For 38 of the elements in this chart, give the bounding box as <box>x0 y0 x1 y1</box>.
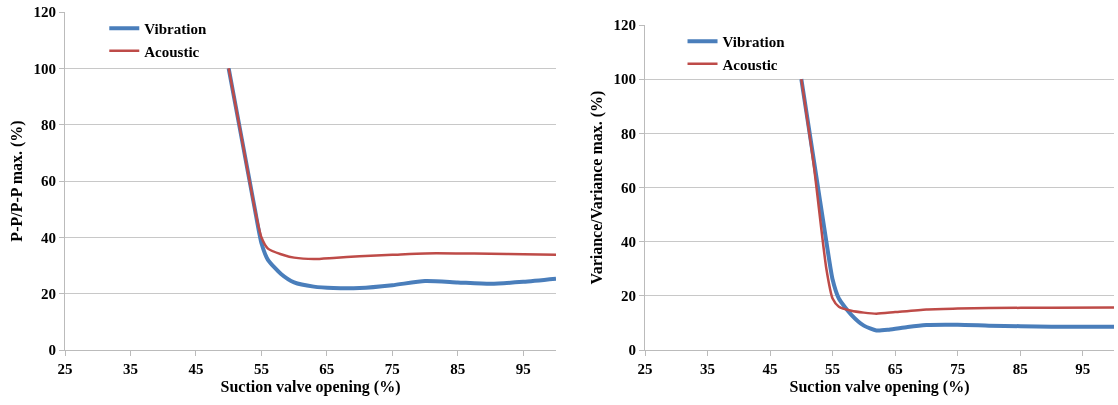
y-tick-label: 20 <box>621 288 636 305</box>
y-tick-label: 40 <box>41 229 56 246</box>
x-tick-label: 75 <box>950 361 966 377</box>
x-tick-label: 45 <box>188 361 204 377</box>
x-tick-label: 65 <box>887 361 903 377</box>
y-tick-label: 60 <box>41 173 56 190</box>
x-tick-label: 75 <box>384 361 400 377</box>
x-tick-label: 55 <box>825 361 841 377</box>
y-tick-label: 100 <box>613 71 636 88</box>
x-tick-label: 45 <box>762 361 778 377</box>
y-axis-title: P-P/P-P max. (%) <box>8 120 27 242</box>
x-tick-label: 55 <box>253 361 269 377</box>
x-tick-label: 85 <box>450 361 466 377</box>
x-tick-label: 65 <box>319 361 335 377</box>
y-tick-label: 120 <box>33 4 56 21</box>
y-tick-label: 100 <box>33 60 56 77</box>
x-tick-label: 25 <box>637 361 653 377</box>
legend-label: Vibration <box>144 21 207 38</box>
x-tick-label: 35 <box>700 361 716 377</box>
y-tick-label: 60 <box>621 179 636 196</box>
y-axis-title: Variance/Variance max. (%) <box>588 90 607 285</box>
y-tick-label: 80 <box>621 125 636 142</box>
x-tick-label: 25 <box>57 361 73 377</box>
legend-label: Acoustic <box>722 56 778 73</box>
y-tick-label: 20 <box>41 285 56 302</box>
y-tick-label: 0 <box>48 342 56 359</box>
x-axis-title: Suction valve opening (%) <box>220 377 401 396</box>
x-axis-title: Suction valve opening (%) <box>789 377 970 396</box>
y-tick-label: 40 <box>621 233 636 250</box>
legend-label: Acoustic <box>144 43 200 60</box>
x-tick-label: 95 <box>515 361 531 377</box>
x-tick-label: 35 <box>122 361 138 377</box>
y-tick-label: 120 <box>613 17 636 34</box>
legend-label: Vibration <box>722 34 786 51</box>
y-tick-label: 0 <box>628 342 636 359</box>
x-tick-label: 85 <box>1012 361 1028 377</box>
x-tick-label: 95 <box>1075 361 1091 377</box>
y-tick-label: 80 <box>41 116 56 133</box>
